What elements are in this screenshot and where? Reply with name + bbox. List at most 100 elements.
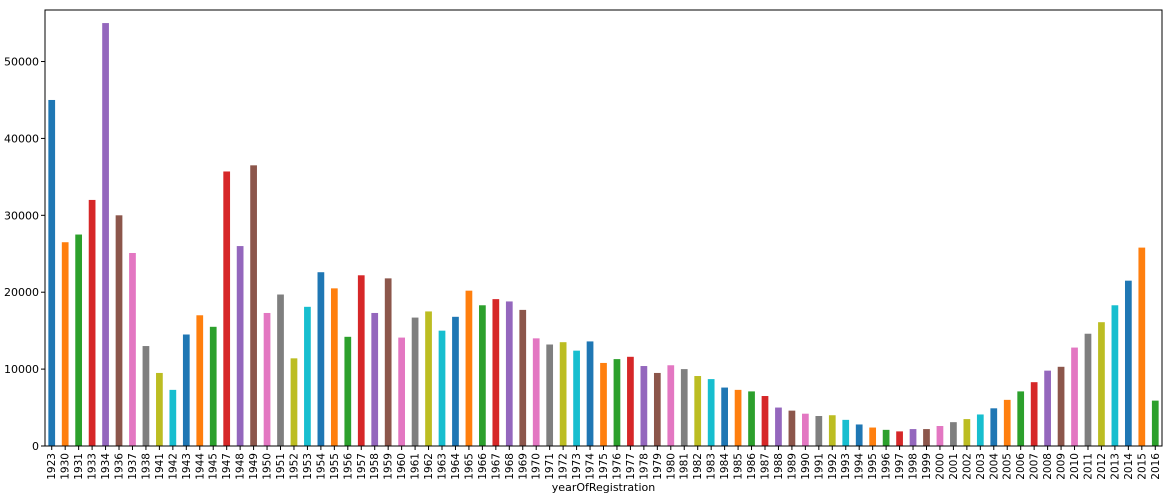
- x-tick-label: 1954: [315, 453, 327, 480]
- bar-1943: [182, 334, 190, 446]
- x-tick-label: 1961: [410, 453, 422, 480]
- x-tick-label: 1947: [221, 453, 233, 480]
- bar-2006: [1017, 391, 1025, 446]
- bar-1934: [102, 23, 109, 446]
- y-axis: 0 10000 20000 30000 40000 50000: [4, 56, 45, 453]
- bar-1945: [209, 326, 217, 446]
- x-tick-label: 1989: [786, 453, 798, 480]
- bar-1980: [667, 365, 675, 446]
- x-tick-label: 1962: [423, 453, 435, 480]
- bar-1948: [236, 246, 244, 446]
- y-tick-label: 50000: [4, 56, 39, 69]
- x-tick-label: 1983: [706, 453, 718, 480]
- x-tick-label: 1955: [329, 453, 341, 480]
- x-tick-label: 1956: [342, 453, 354, 480]
- bar-1972: [559, 342, 567, 446]
- x-tick-label: 1952: [288, 453, 300, 480]
- bar-1990: [802, 413, 809, 446]
- bar-2009: [1057, 366, 1065, 446]
- bar-1952: [290, 358, 298, 446]
- x-tick-label: 1933: [87, 453, 99, 480]
- x-tick-label: 1953: [302, 453, 314, 480]
- bar-1969: [519, 309, 527, 446]
- x-tick-label: 1971: [544, 453, 556, 480]
- x-tick-label: 1965: [463, 453, 475, 480]
- y-tick-label: 20000: [4, 286, 39, 299]
- bar-1960: [398, 337, 405, 446]
- x-tick-label: 1974: [585, 453, 597, 480]
- x-tick-label: 2012: [1096, 453, 1108, 480]
- plot-frame: [44, 9, 1163, 447]
- bar-1982: [694, 376, 702, 446]
- y-tick-label: 40000: [4, 132, 39, 145]
- x-axis: 1923 1930 1931 1933 1934 1936 1937 1938 1941 1942…: [46, 446, 1162, 480]
- x-tick-label: 1993: [840, 453, 852, 480]
- bar-1992: [828, 415, 836, 446]
- x-tick-label: 1995: [867, 453, 879, 480]
- x-tick-label: 1949: [248, 453, 260, 480]
- bar-1953: [304, 306, 311, 446]
- x-tick-label: 1951: [275, 453, 287, 480]
- x-tick-label: 1973: [571, 453, 583, 480]
- bar-1941: [156, 372, 163, 446]
- bar-1997: [896, 431, 903, 446]
- x-tick-label: 2000: [934, 453, 946, 480]
- x-tick-label: 1978: [638, 453, 650, 480]
- bar-1983: [707, 379, 715, 446]
- x-tick-label: 1998: [908, 453, 920, 480]
- x-tick-label: 1942: [167, 453, 179, 480]
- x-tick-label: 1936: [114, 453, 126, 480]
- x-tick-label: 1963: [437, 453, 449, 480]
- x-tick-label: 1990: [800, 453, 812, 480]
- bar-1976: [613, 359, 621, 446]
- y-tick-label: 0: [32, 440, 39, 453]
- bar-1966: [479, 305, 486, 446]
- x-tick-label: 2013: [1109, 453, 1121, 480]
- x-tick-label: 2003: [975, 453, 987, 480]
- bar-1944: [196, 315, 204, 446]
- x-tick-label: 1944: [194, 453, 206, 480]
- x-tick-label: 2004: [988, 453, 1000, 480]
- x-tick-label: 1960: [396, 453, 408, 480]
- bar-2014: [1124, 280, 1132, 446]
- bars-group: [48, 23, 1159, 447]
- y-tick-label: 10000: [4, 363, 39, 376]
- x-tick-label: 1923: [46, 453, 58, 480]
- x-tick-label: 1982: [692, 453, 704, 480]
- bar-2010: [1071, 347, 1078, 446]
- x-tick-label: 2014: [1123, 453, 1135, 480]
- bar-1965: [465, 290, 473, 446]
- bar-1954: [317, 272, 325, 446]
- x-tick-label: 1984: [719, 453, 731, 480]
- x-tick-label: 2008: [1042, 453, 1054, 480]
- bar-2007: [1030, 382, 1038, 446]
- x-tick-label: 1934: [100, 453, 112, 480]
- bar-2000: [936, 426, 944, 446]
- x-tick-label: 2016: [1150, 453, 1162, 480]
- x-tick-label: 1981: [679, 453, 691, 480]
- bar-1981: [680, 369, 688, 446]
- x-tick-label: 1997: [894, 453, 906, 480]
- bar-2003: [976, 414, 984, 446]
- x-tick-label: 2007: [1029, 453, 1041, 480]
- x-tick-label: 1972: [558, 453, 570, 480]
- bar-1931: [75, 234, 83, 446]
- x-axis-label: yearOfRegistration: [552, 481, 655, 494]
- bar-2013: [1111, 305, 1119, 446]
- x-tick-label: 1948: [235, 453, 247, 480]
- x-tick-label: 2005: [1002, 453, 1014, 480]
- bar-2004: [990, 408, 998, 446]
- x-tick-label: 1970: [531, 453, 543, 480]
- bar-1979: [653, 372, 661, 446]
- bar-2008: [1044, 370, 1051, 446]
- bar-1974: [586, 341, 594, 446]
- bar-1996: [882, 429, 890, 446]
- bar-1975: [600, 362, 607, 446]
- bar-1978: [640, 366, 648, 446]
- bar-1933: [88, 199, 96, 446]
- bar-2002: [963, 419, 971, 446]
- x-tick-label: 1991: [813, 453, 825, 480]
- x-tick-label: 1988: [773, 453, 785, 480]
- bar-1957: [357, 275, 365, 446]
